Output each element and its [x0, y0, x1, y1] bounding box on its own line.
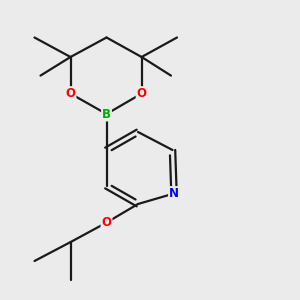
Text: O: O: [65, 87, 76, 100]
Text: B: B: [102, 107, 111, 121]
Text: O: O: [136, 87, 147, 100]
Text: O: O: [101, 216, 112, 229]
Text: N: N: [169, 187, 179, 200]
